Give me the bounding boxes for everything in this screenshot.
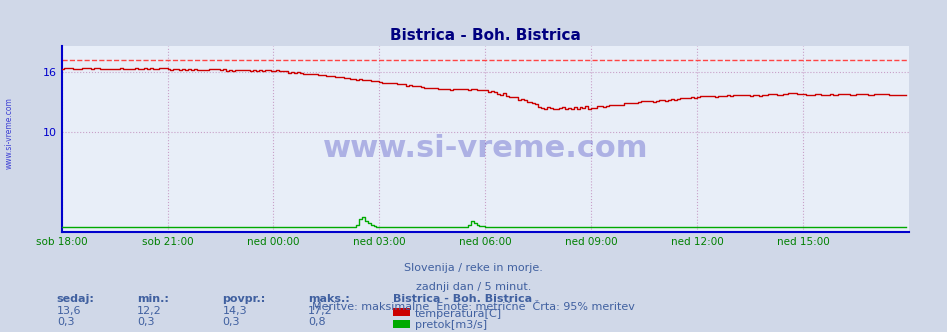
Text: povpr.:: povpr.: [223,294,266,304]
Title: Bistrica - Boh. Bistrica: Bistrica - Boh. Bistrica [390,28,581,42]
Text: temperatura[C]: temperatura[C] [415,309,502,319]
Text: 0,8: 0,8 [308,317,326,327]
Text: 12,2: 12,2 [137,306,162,316]
Text: 0,3: 0,3 [223,317,240,327]
Text: 0,3: 0,3 [57,317,74,327]
Text: Meritve: maksimalne  Enote: metrične  Črta: 95% meritev: Meritve: maksimalne Enote: metrične Črta… [313,302,634,312]
Text: zadnji dan / 5 minut.: zadnji dan / 5 minut. [416,283,531,292]
Text: pretok[m3/s]: pretok[m3/s] [415,320,487,330]
Text: Bistrica - Boh. Bistrica: Bistrica - Boh. Bistrica [393,294,532,304]
Text: min.:: min.: [137,294,170,304]
Text: 0,3: 0,3 [137,317,154,327]
Text: 14,3: 14,3 [223,306,247,316]
Text: www.si-vreme.com: www.si-vreme.com [323,134,648,163]
Text: sedaj:: sedaj: [57,294,95,304]
Text: 17,2: 17,2 [308,306,332,316]
Text: maks.:: maks.: [308,294,349,304]
Text: Slovenija / reke in morje.: Slovenija / reke in morje. [404,263,543,273]
Text: 13,6: 13,6 [57,306,81,316]
Text: www.si-vreme.com: www.si-vreme.com [5,97,14,169]
